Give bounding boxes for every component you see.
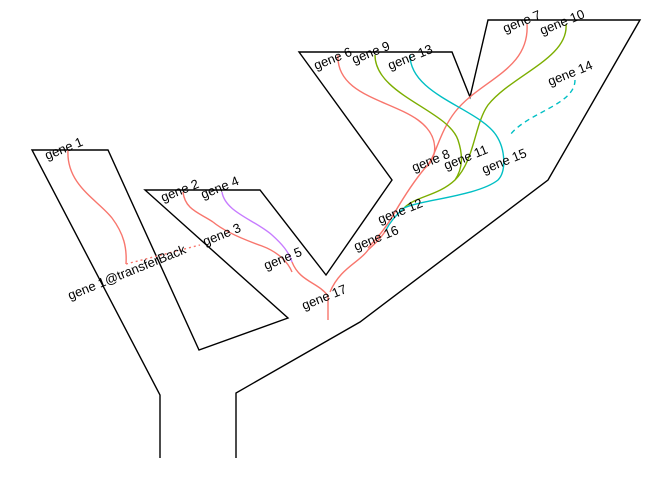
gene13-curve — [403, 54, 505, 209]
gene11-curve — [403, 179, 456, 209]
gene10-label: gene 10 — [538, 6, 587, 38]
gene14-label: gene 14 — [546, 57, 595, 89]
gene4-curve — [221, 191, 293, 263]
species-tree — [30, 19, 642, 458]
species-branch-left — [30, 19, 642, 458]
gene14-curve — [509, 79, 576, 136]
gene16-curve — [329, 229, 387, 293]
gene7-label: gene 7 — [501, 7, 543, 36]
gene1-label: gene 1 — [43, 134, 85, 163]
gene9-curve — [374, 54, 463, 181]
gene6-label: gene 6 — [312, 44, 354, 73]
gene8-curve — [367, 167, 426, 249]
gene2-curve — [182, 191, 214, 223]
gene17-label: gene 17 — [300, 281, 349, 313]
gene5-curve — [291, 261, 329, 297]
gene12-label: gene 12 — [376, 195, 425, 227]
gene12-curve — [385, 207, 405, 231]
gene13-label: gene 13 — [386, 41, 435, 73]
gene-tree — [67, 23, 576, 320]
gene1-curve — [67, 149, 127, 265]
gene9-label: gene 9 — [350, 38, 392, 67]
gene10-curve — [454, 23, 567, 181]
gene4-label: gene 4 — [199, 173, 241, 202]
gene7-curve — [424, 23, 528, 169]
gene3-curve — [212, 221, 293, 273]
gene6-curve — [337, 54, 436, 169]
gene2-label: gene 2 — [159, 176, 201, 205]
gene3-label: gene 3 — [201, 220, 243, 249]
